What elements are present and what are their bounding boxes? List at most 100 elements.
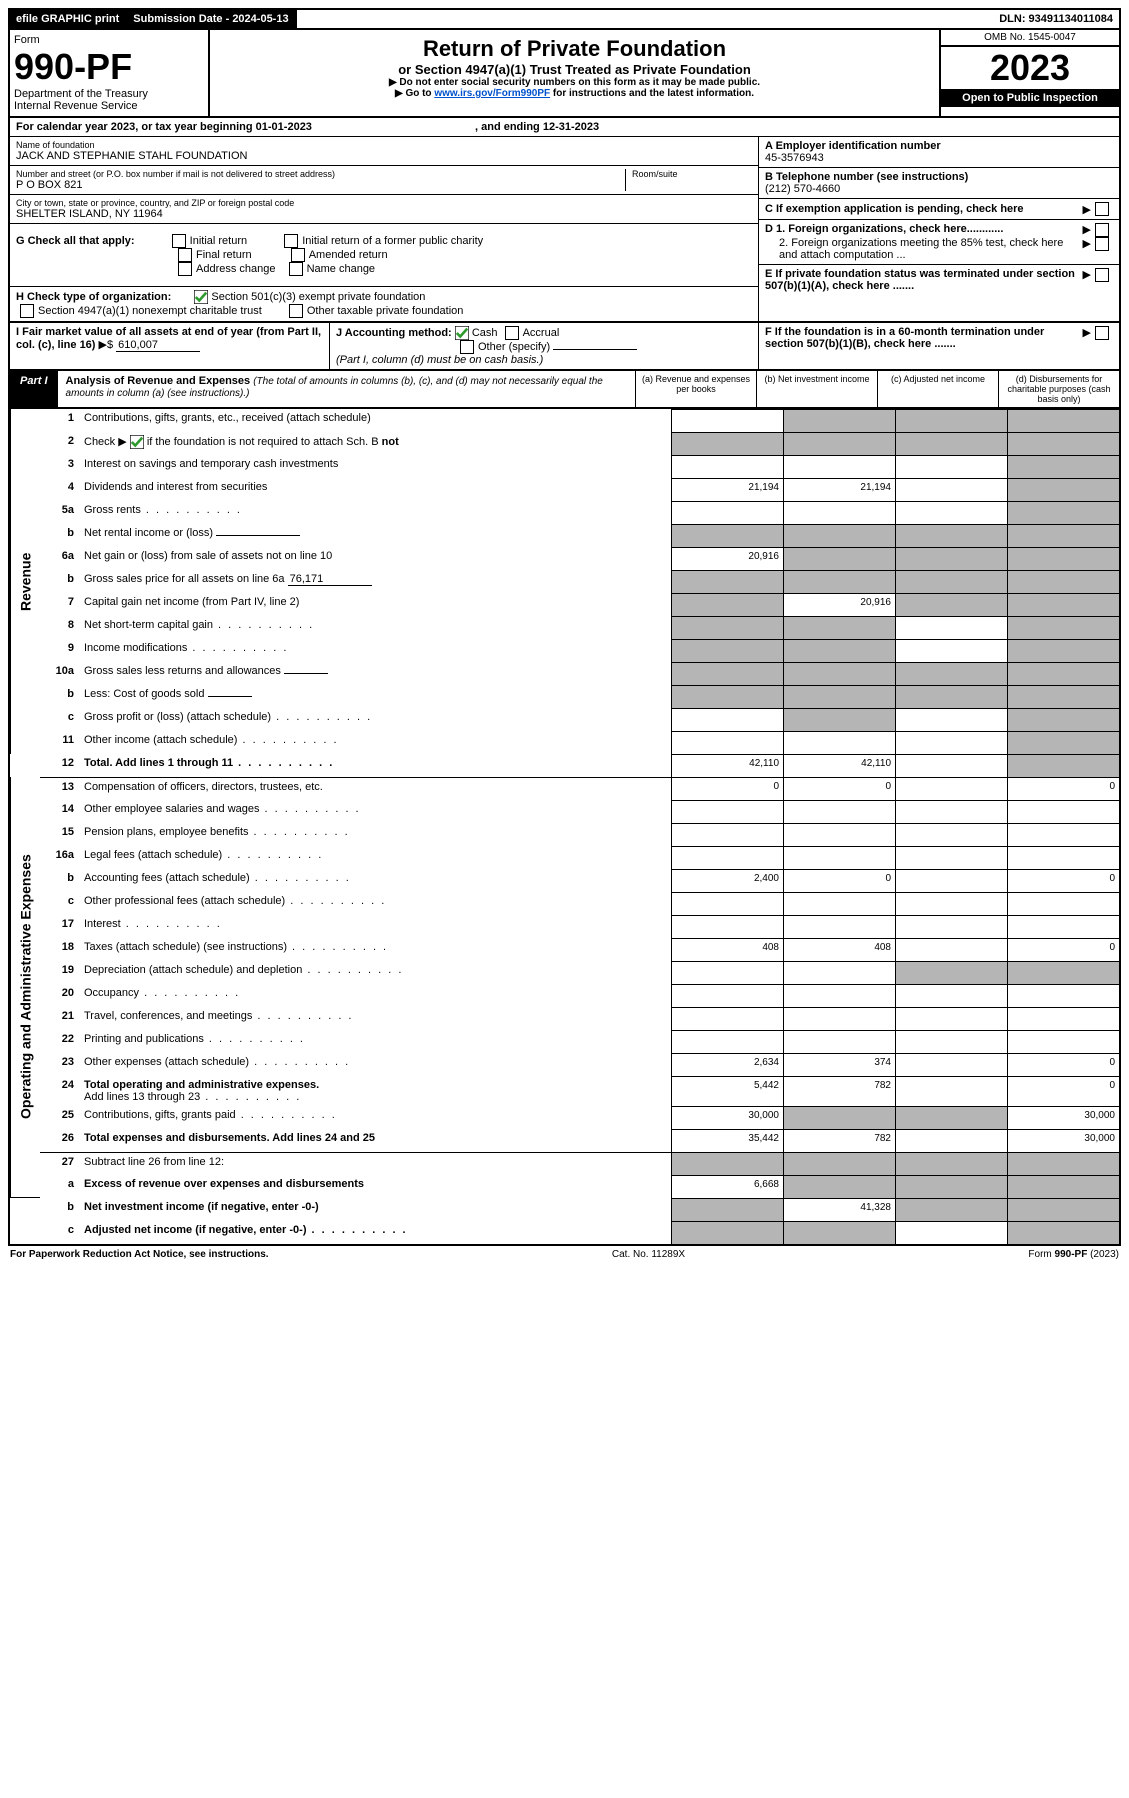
- row-desc: Check ▶ if the foundation is not require…: [80, 432, 671, 455]
- d1-checkbox[interactable]: [1095, 223, 1109, 237]
- initial-public-checkbox[interactable]: [284, 234, 298, 248]
- city-state-zip: SHELTER ISLAND, NY 11964: [16, 208, 752, 220]
- row-desc: Other expenses (attach schedule): [80, 1053, 671, 1076]
- row-desc: Occupancy: [80, 984, 671, 1007]
- row-desc: Contributions, gifts, grants, etc., rece…: [80, 409, 671, 432]
- form-subtitle: or Section 4947(a)(1) Trust Treated as P…: [216, 62, 933, 77]
- row-desc: Compensation of officers, directors, tru…: [80, 777, 671, 800]
- row-desc: Net gain or (loss) from sale of assets n…: [80, 547, 671, 570]
- tax-year: 2023: [941, 47, 1119, 89]
- fmv-value: 610,007: [116, 339, 200, 352]
- c-checkbox[interactable]: [1095, 202, 1109, 216]
- note-2: ▶ Go to www.irs.gov/Form990PF for instru…: [216, 88, 933, 99]
- addr-label: Number and street (or P.O. box number if…: [16, 169, 625, 179]
- phone-label: B Telephone number (see instructions): [765, 171, 1113, 183]
- address: P O BOX 821: [16, 179, 625, 191]
- note-1: ▶ Do not enter social security numbers o…: [216, 77, 933, 88]
- row-desc: Accounting fees (attach schedule): [80, 869, 671, 892]
- form-header: Form 990-PF Department of the Treasury I…: [8, 30, 1121, 118]
- amended-return-checkbox[interactable]: [291, 248, 305, 262]
- col-a-header: (a) Revenue and expenses per books: [635, 371, 756, 407]
- row-desc: Contributions, gifts, grants paid: [80, 1106, 671, 1129]
- part1-title: Analysis of Revenue and Expenses: [66, 375, 251, 387]
- form-label: Form: [14, 34, 204, 46]
- identification-section: Name of foundation JACK AND STEPHANIE ST…: [8, 137, 1121, 323]
- row-desc: Gross sales less returns and allowances: [80, 662, 671, 685]
- room-label: Room/suite: [632, 169, 752, 179]
- h-label: H Check type of organization:: [16, 291, 171, 303]
- form-number: 990-PF: [14, 46, 204, 88]
- form-title: Return of Private Foundation: [216, 36, 933, 62]
- row-desc: Dividends and interest from securities: [80, 478, 671, 501]
- accrual-checkbox[interactable]: [505, 326, 519, 340]
- city-label: City or town, state or province, country…: [16, 198, 752, 208]
- row-desc: Net short-term capital gain: [80, 616, 671, 639]
- name-change-checkbox[interactable]: [289, 262, 303, 276]
- row-desc: Other income (attach schedule): [80, 731, 671, 754]
- row-desc: Total. Add lines 1 through 11: [80, 754, 671, 777]
- footer-left: For Paperwork Reduction Act Notice, see …: [10, 1249, 269, 1260]
- checked-icon: [455, 326, 469, 340]
- footer-right: Form 990-PF (2023): [1028, 1249, 1119, 1260]
- j-label: J Accounting method:: [336, 327, 452, 339]
- f-label: F If the foundation is in a 60-month ter…: [765, 326, 1083, 366]
- other-method-checkbox[interactable]: [460, 340, 474, 354]
- part1-table: Revenue 1 Contributions, gifts, grants, …: [8, 409, 1121, 1246]
- f-checkbox[interactable]: [1095, 326, 1109, 340]
- row-desc: Excess of revenue over expenses and disb…: [80, 1175, 671, 1198]
- open-public: Open to Public Inspection: [941, 89, 1119, 107]
- checked-icon: [194, 290, 208, 304]
- row-desc: Other employee salaries and wages: [80, 800, 671, 823]
- other-taxable-checkbox[interactable]: [289, 304, 303, 318]
- row-desc: Gross sales price for all assets on line…: [80, 570, 671, 593]
- d1-label: D 1. Foreign organizations, check here..…: [765, 223, 1083, 237]
- d2-checkbox[interactable]: [1095, 237, 1109, 251]
- ein: 45-3576943: [765, 152, 1113, 164]
- dln: DLN: 93491134011084: [993, 10, 1119, 28]
- efile-btn[interactable]: efile GRAPHIC print: [10, 10, 127, 28]
- calendar-year-line: For calendar year 2023, or tax year begi…: [8, 118, 1121, 137]
- col-b-header: (b) Net investment income: [756, 371, 877, 407]
- row-desc: Subtract line 26 from line 12:: [80, 1152, 671, 1175]
- row-desc: Net rental income or (loss): [80, 524, 671, 547]
- row-desc: Capital gain net income (from Part IV, l…: [80, 593, 671, 616]
- foundation-name: JACK AND STEPHANIE STAHL FOUNDATION: [16, 150, 752, 162]
- row-desc: Other professional fees (attach schedule…: [80, 892, 671, 915]
- row-desc: Legal fees (attach schedule): [80, 846, 671, 869]
- name-label: Name of foundation: [16, 140, 752, 150]
- row-desc: Depreciation (attach schedule) and deple…: [80, 961, 671, 984]
- row-desc: Taxes (attach schedule) (see instruction…: [80, 938, 671, 961]
- j-note: (Part I, column (d) must be on cash basi…: [336, 354, 543, 366]
- form990pf-link[interactable]: www.irs.gov/Form990PF: [434, 88, 550, 99]
- s4947-checkbox[interactable]: [20, 304, 34, 318]
- final-return-checkbox[interactable]: [178, 248, 192, 262]
- submission-date: Submission Date - 2024-05-13: [127, 10, 296, 28]
- e-checkbox[interactable]: [1095, 268, 1109, 282]
- c-label: C If exemption application is pending, c…: [765, 203, 1083, 215]
- top-bar: efile GRAPHIC print Submission Date - 20…: [8, 8, 1121, 30]
- revenue-side-label: Revenue: [10, 409, 40, 754]
- col-c-header: (c) Adjusted net income: [877, 371, 998, 407]
- row-num: 1: [40, 409, 80, 432]
- dept: Department of the Treasury: [14, 88, 204, 100]
- row-desc: Gross rents: [80, 501, 671, 524]
- initial-return-checkbox[interactable]: [172, 234, 186, 248]
- omb-number: OMB No. 1545-0047: [941, 30, 1119, 47]
- e-label: E If private foundation status was termi…: [765, 268, 1083, 292]
- expenses-side-label: Operating and Administrative Expenses: [10, 777, 40, 1198]
- row-desc: Adjusted net income (if negative, enter …: [80, 1221, 671, 1244]
- row-desc: Gross profit or (loss) (attach schedule): [80, 708, 671, 731]
- col-d-header: (d) Disbursements for charitable purpose…: [998, 371, 1119, 407]
- row-desc: Net investment income (if negative, ente…: [80, 1198, 671, 1221]
- row-desc: Less: Cost of goods sold: [80, 685, 671, 708]
- irs: Internal Revenue Service: [14, 100, 204, 112]
- address-change-checkbox[interactable]: [178, 262, 192, 276]
- row-desc: Printing and publications: [80, 1030, 671, 1053]
- checked-icon: [130, 435, 144, 449]
- row-desc: Total operating and administrative expen…: [80, 1076, 671, 1106]
- row-desc: Interest on savings and temporary cash i…: [80, 455, 671, 478]
- g-label: G Check all that apply:: [16, 235, 135, 247]
- part1-label: Part I: [10, 371, 58, 407]
- row-desc: Interest: [80, 915, 671, 938]
- row-desc: Pension plans, employee benefits: [80, 823, 671, 846]
